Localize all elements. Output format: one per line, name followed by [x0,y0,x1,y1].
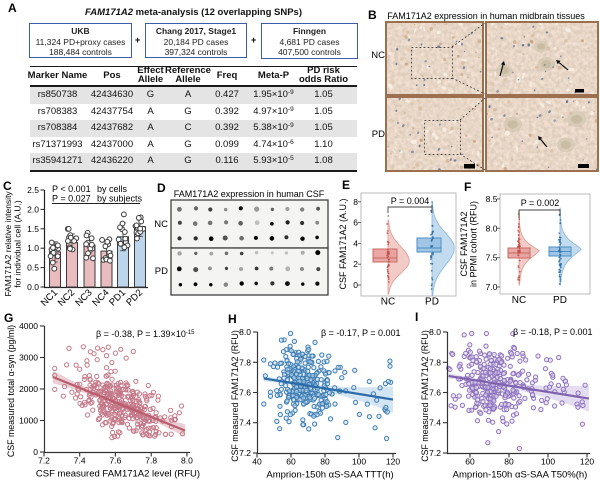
svg-text:7.8: 7.8 [429,357,441,367]
svg-text:for individual cell (A.U.): for individual cell (A.U.) [13,200,23,288]
svg-text:0.5: 0.5 [27,263,39,273]
svg-text:8.0: 8.0 [181,456,193,466]
svg-text:2: 2 [353,259,358,269]
svg-text:60: 60 [286,457,296,467]
svg-text:1.5: 1.5 [27,224,39,234]
svg-text:7.6: 7.6 [109,456,121,466]
svg-text:7.6: 7.6 [239,388,251,398]
svg-text:7.8: 7.8 [145,456,157,466]
svg-text:7.0: 7.0 [486,282,498,292]
svg-text:0.0: 0.0 [27,282,39,292]
svg-text:100: 100 [541,457,555,467]
svg-text:120: 120 [386,457,400,467]
svg-text:FAM171A2 expression in human C: FAM171A2 expression in human CSF [174,189,325,199]
svg-text:7.5: 7.5 [486,253,498,263]
svg-text:NC3: NC3 [73,287,94,308]
svg-text:CSF measured total α-syn (pg/m: CSF measured total α-syn (pg/ml) [6,325,16,457]
svg-text:100: 100 [352,457,366,467]
svg-text:PD: PD [553,295,567,306]
svg-text:D: D [157,181,166,195]
svg-text:H: H [228,312,237,326]
svg-text:NC: NC [381,297,395,308]
svg-text:7.2: 7.2 [38,456,50,466]
svg-text:0: 0 [353,280,358,290]
svg-text:80: 80 [320,457,330,467]
svg-text:NC2: NC2 [56,287,77,308]
svg-text:3000: 3000 [19,353,38,363]
svg-text:7.8: 7.8 [239,357,251,367]
svg-text:P = 0.002: P = 0.002 [521,198,560,208]
svg-text:CSF measured FAM171A2 (RFU): CSF measured FAM171A2 (RFU) [230,330,240,462]
svg-text:8: 8 [353,197,358,207]
svg-text:6: 6 [353,218,358,228]
svg-text:β = -0.18, P = 0.001: β = -0.18, P = 0.001 [513,327,593,337]
svg-text:B: B [368,8,377,22]
svg-text:8.0: 8.0 [429,327,441,337]
svg-text:0: 0 [33,447,38,457]
svg-text:60: 60 [465,457,475,467]
svg-text:C: C [3,179,12,193]
svg-text:Amprion-150h αS-SAA TTT(h): Amprion-150h αS-SAA TTT(h) [266,470,393,481]
svg-text:4000: 4000 [19,321,38,331]
svg-text:40: 40 [252,457,262,467]
svg-text:P = 0.004: P = 0.004 [391,196,430,206]
svg-text:7.2: 7.2 [429,448,441,458]
svg-text:β = -0.38, P = 1.39×10-15: β = -0.38, P = 1.39×10-15 [96,329,195,339]
svg-text:1.0: 1.0 [27,243,39,253]
svg-text:PD1: PD1 [107,287,128,308]
svg-text:FAM171A2 relative intensity: FAM171A2 relative intensity [3,191,13,297]
svg-text:CSF FAM171A2 (A.U.): CSF FAM171A2 (A.U.) [338,198,348,289]
svg-text:NC: NC [154,219,168,230]
svg-text:by subjects: by subjects [97,194,143,204]
svg-text:80: 80 [504,457,514,467]
svg-text:P = 0.027: P = 0.027 [52,194,91,204]
svg-text:PD: PD [425,297,439,308]
svg-text:E: E [342,178,350,192]
svg-text:2.5: 2.5 [27,185,39,195]
svg-text:Amprion-150h αS-SAA T50%(h): Amprion-150h αS-SAA T50%(h) [453,470,588,481]
svg-text:CSF measured FAM171A2 (RFU): CSF measured FAM171A2 (RFU) [420,330,430,462]
svg-text:NC: NC [371,50,385,61]
svg-text:PD: PD [155,266,168,277]
svg-text:2000: 2000 [19,384,38,394]
svg-text:7.4: 7.4 [429,418,441,428]
svg-text:β = -0.17, P = 0.001: β = -0.17, P = 0.001 [321,328,401,338]
svg-text:7.2: 7.2 [239,448,251,458]
svg-text:by cells: by cells [97,184,128,194]
svg-text:120: 120 [580,457,594,467]
svg-text:G: G [4,311,13,325]
svg-text:7.4: 7.4 [239,418,251,428]
svg-text:PD2: PD2 [124,287,145,308]
svg-text:NC: NC [512,295,526,306]
svg-text:8.5: 8.5 [486,194,498,204]
svg-text:4: 4 [353,238,358,248]
svg-text:in PPMI cohort (RFU): in PPMI cohort (RFU) [469,201,479,287]
svg-text:8.0: 8.0 [486,223,498,233]
svg-text:CSF FAM171A2: CSF FAM171A2 [460,211,469,276]
svg-text:7.6: 7.6 [429,388,441,398]
svg-text:7.4: 7.4 [74,456,86,466]
svg-text:F: F [464,180,471,194]
svg-text:CSF measured FAM171A2 level (R: CSF measured FAM171A2 level (RFU) [36,469,200,480]
svg-text:NC1: NC1 [39,287,60,308]
svg-text:8.0: 8.0 [239,327,251,337]
svg-text:I: I [415,310,418,324]
svg-text:PD: PD [372,129,385,140]
svg-text:FAM171A2 expression in human m: FAM171A2 expression in human midbrain ti… [387,11,585,21]
svg-text:2.0: 2.0 [27,204,39,214]
svg-text:P < 0.001: P < 0.001 [52,184,91,194]
svg-text:1000: 1000 [19,416,38,426]
